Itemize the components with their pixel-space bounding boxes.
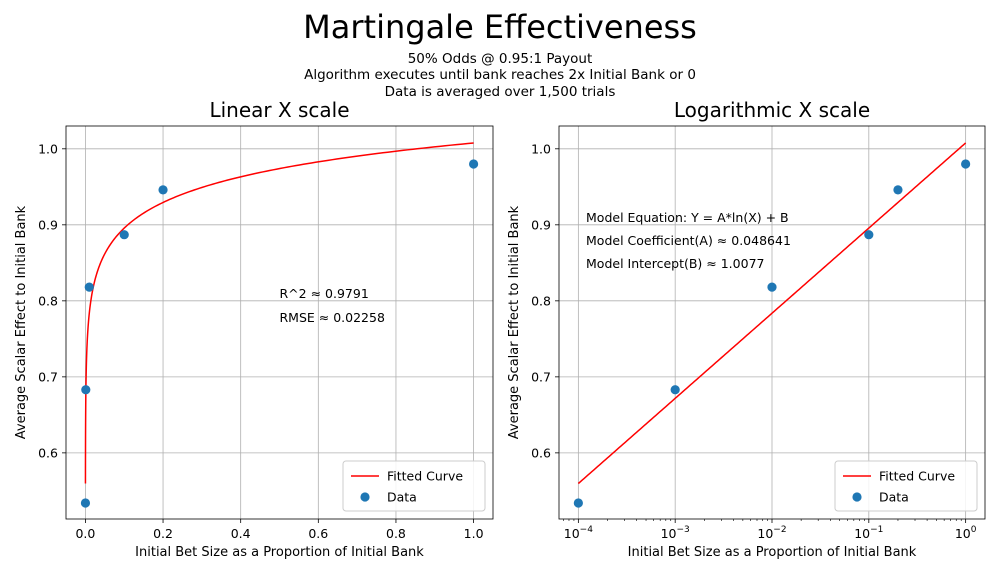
- x-tick-label: 100: [955, 525, 977, 541]
- data-point: [864, 230, 874, 240]
- legend-marker-swatch: [360, 492, 370, 502]
- y-tick-label: 0.8: [531, 293, 551, 308]
- y-tick-label: 1.0: [531, 141, 551, 156]
- annotation-text: Model Equation: Y = A*ln(X) + B: [586, 210, 789, 225]
- data-point: [80, 498, 91, 508]
- data-point: [670, 385, 680, 395]
- subtitle-line-2: Algorithm executes until bank reaches 2x…: [304, 67, 696, 83]
- log-scale-panel: Logarithmic X scale 10−4 10−3 10−2 10−1 100 0.…: [507, 98, 986, 560]
- x-tick-label: 0.6: [308, 526, 328, 541]
- y-axis-label: Average Scalar Effect to Initial Bank: [14, 205, 29, 439]
- axes-frame: [558, 125, 986, 520]
- x-axis-label: Initial Bet Size as a Proportion of Init…: [135, 545, 424, 560]
- x-tick-label: 10−3: [661, 525, 690, 541]
- panel-title: Linear X scale: [209, 98, 349, 122]
- figure-title: Martingale Effectiveness: [303, 8, 697, 46]
- x-tick-label: 0.2: [153, 526, 173, 541]
- x-axis-label: Initial Bet Size as a Proportion of Init…: [628, 545, 917, 560]
- annotation-text: R^2 ≈ 0.9791: [280, 286, 369, 301]
- y-tick-label: 0.6: [531, 445, 551, 460]
- data-point: [119, 230, 129, 240]
- data-point: [81, 385, 91, 395]
- x-tick-label: 0.0: [75, 526, 95, 541]
- y-tick-label: 0.9: [38, 217, 58, 232]
- y-tick-label: 0.9: [531, 217, 551, 232]
- x-tick-label: 10−2: [757, 525, 786, 541]
- annotation-text: RMSE ≈ 0.02258: [280, 310, 385, 325]
- subtitle-line-3: Data is averaged over 1,500 trials: [385, 84, 616, 100]
- annotation-text: Model Intercept(B) ≈ 1.0077: [586, 256, 764, 271]
- y-tick-label: 0.6: [38, 445, 58, 460]
- legend-label: Fitted Curve: [879, 469, 955, 484]
- x-tick-label: 10−1: [854, 525, 883, 541]
- data-point: [84, 282, 94, 292]
- panel-title: Logarithmic X scale: [674, 98, 870, 122]
- data-point: [158, 185, 168, 195]
- legend-label: Data: [387, 490, 417, 505]
- y-tick-label: 0.8: [38, 293, 58, 308]
- data-point: [767, 282, 777, 292]
- data-point: [893, 185, 903, 195]
- data-point: [573, 498, 583, 508]
- linear-scale-panel: Linear X scale 0.0 0.2 0.4 0.6 0.8 1.0 0.6 0.7 0.…: [14, 98, 494, 560]
- fitted-curve-line: [84, 142, 474, 484]
- x-tick-label: 0.8: [386, 526, 406, 541]
- legend-label: Fitted Curve: [387, 469, 463, 484]
- x-tick-label: 1.0: [464, 526, 484, 541]
- y-tick-label: 0.7: [38, 369, 58, 384]
- legend-label: Data: [879, 490, 909, 505]
- x-tick-label: 0.4: [231, 526, 251, 541]
- legend-box: [834, 460, 978, 512]
- y-tick-label: 1.0: [38, 141, 58, 156]
- data-point: [961, 159, 971, 169]
- subtitle-line-1: 50% Odds @ 0.95:1 Payout: [408, 51, 593, 67]
- fitted-curve-line: [577, 142, 967, 485]
- annotation-text: Model Coefficient(A) ≈ 0.048641: [586, 233, 791, 248]
- y-tick-label: 0.7: [531, 369, 551, 384]
- data-point: [468, 159, 479, 169]
- axes-frame: [65, 125, 494, 520]
- x-tick-label: 10−4: [564, 525, 593, 541]
- y-axis-label: Average Scalar Effect to Initial Bank: [507, 205, 522, 439]
- legend-box: [342, 460, 486, 512]
- legend-marker-swatch: [852, 492, 862, 502]
